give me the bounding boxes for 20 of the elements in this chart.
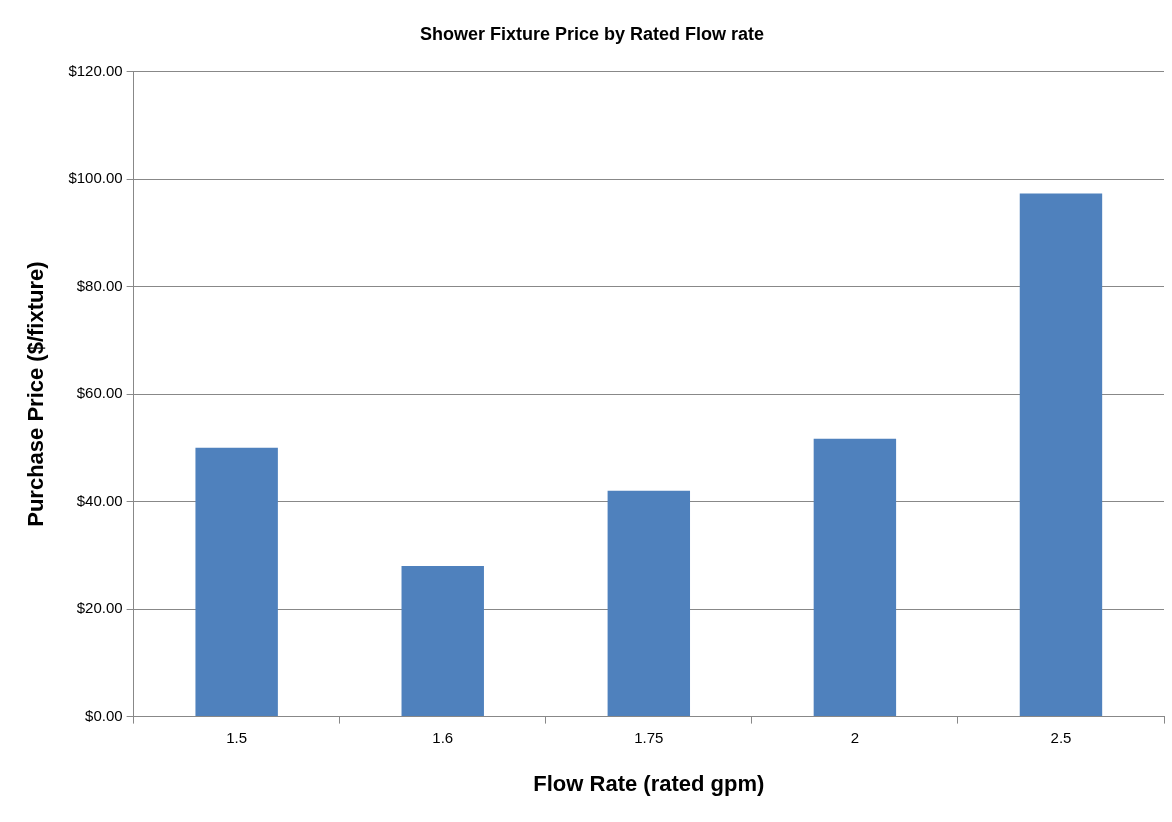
bar [195, 447, 278, 717]
chart-title: Shower Fixture Price by Rated Flow rate [419, 23, 765, 44]
y-tick-label: $40.00 [76, 491, 123, 509]
x-tick-label: 2 [850, 728, 860, 746]
bar [607, 490, 691, 717]
y-axis-title: Purchase Price ($/fixture) [23, 261, 49, 527]
y-tick-label: $80.00 [76, 276, 123, 294]
y-tick-label: $120.00 [68, 61, 123, 79]
y-tick-label: $100.00 [68, 169, 123, 187]
bar [1019, 193, 1103, 717]
x-tick-label: 1.75 [634, 728, 664, 746]
bar [813, 438, 897, 717]
x-tick-label: 2.5 [1050, 728, 1072, 746]
y-tick-label: $20.00 [76, 599, 123, 617]
x-axis-title: Flow Rate (rated gpm) [533, 770, 765, 796]
y-tick-label: $0.00 [85, 706, 123, 724]
x-tick-label: 1.5 [226, 728, 248, 746]
x-tick-label: 1.6 [432, 728, 454, 746]
y-tick-label: $60.00 [76, 384, 123, 402]
bar [401, 566, 484, 717]
